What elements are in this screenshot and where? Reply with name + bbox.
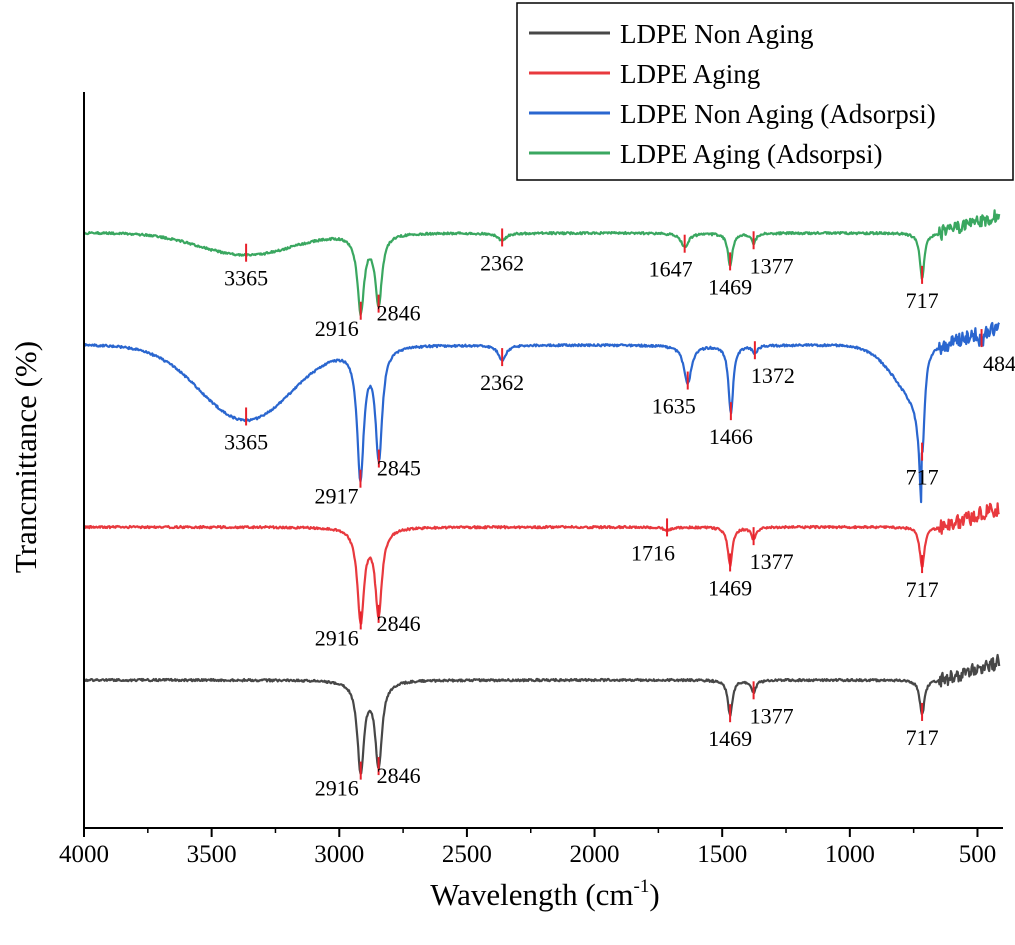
series-line: [83, 502, 1000, 625]
peak-label: 2916: [315, 625, 359, 650]
x-axis-title: Wavelength (cm-1): [430, 876, 659, 912]
peak-label: 1469: [708, 575, 752, 600]
x-tick-label: 2000: [570, 841, 620, 868]
legend: LDPE Non Aging LDPE Aging LDPE Non Aging (…: [516, 2, 1014, 181]
legend-entry: LDPE Non Aging (Adsorpsi): [620, 99, 936, 129]
x-tick-label: 500: [959, 841, 997, 868]
peak-label: 3365: [224, 266, 268, 291]
legend-entry: LDPE Aging: [620, 59, 760, 89]
x-tick-label: 3500: [187, 841, 237, 868]
peak-label: 1469: [708, 726, 752, 751]
x-tick-label: 1500: [697, 841, 747, 868]
peak-label: 2916: [315, 776, 359, 801]
x-tick-label: 1000: [825, 841, 875, 868]
peak-label: 717: [906, 725, 939, 750]
peak-label: 2845: [377, 456, 421, 481]
peak-label: 1716: [631, 540, 675, 565]
peak-label: 2846: [377, 763, 421, 788]
plot-area: 2916284614691377717291628461716146913777…: [83, 209, 1015, 801]
x-tick-label: 4000: [59, 841, 109, 868]
peak-label: 717: [906, 288, 939, 313]
series-line: [83, 209, 1001, 317]
series-line: [83, 321, 1001, 504]
peak-label: 484: [983, 351, 1015, 376]
peak-label: 1377: [750, 253, 794, 278]
peak-label: 1635: [652, 394, 696, 419]
peak-label: 2917: [314, 484, 358, 509]
peak-label: 1377: [750, 549, 794, 574]
x-axis: 4000 3500 3000 2500 2000 1500 1000 500: [59, 827, 1003, 868]
peak-label: 2916: [315, 316, 359, 341]
peak-label: 717: [906, 465, 939, 490]
peak-label: 2362: [480, 250, 524, 275]
legend-entry: LDPE Aging (Adsorpsi): [620, 139, 883, 169]
peak-label: 2846: [377, 301, 421, 326]
peak-label: 1372: [751, 363, 795, 388]
peak-label: 2846: [377, 611, 421, 636]
peak-label: 3365: [224, 429, 268, 454]
x-tick-label: 3000: [314, 841, 364, 868]
series-group: 3365 2917 2845 2362 1635 1466 1372 717 484: [83, 321, 1015, 509]
y-axis-title: Trancmittance (%): [8, 341, 43, 573]
x-tick-label: 2500: [442, 841, 492, 868]
peak-label: 2362: [480, 370, 524, 395]
peak-label: 1469: [708, 274, 752, 299]
peak-label: 1377: [750, 703, 794, 728]
peak-label: 1647: [649, 257, 693, 282]
legend-entry: LDPE Non Aging: [620, 19, 814, 49]
peak-label: 717: [906, 577, 939, 602]
peak-label: 1466: [709, 424, 753, 449]
series-line: [83, 653, 1001, 775]
